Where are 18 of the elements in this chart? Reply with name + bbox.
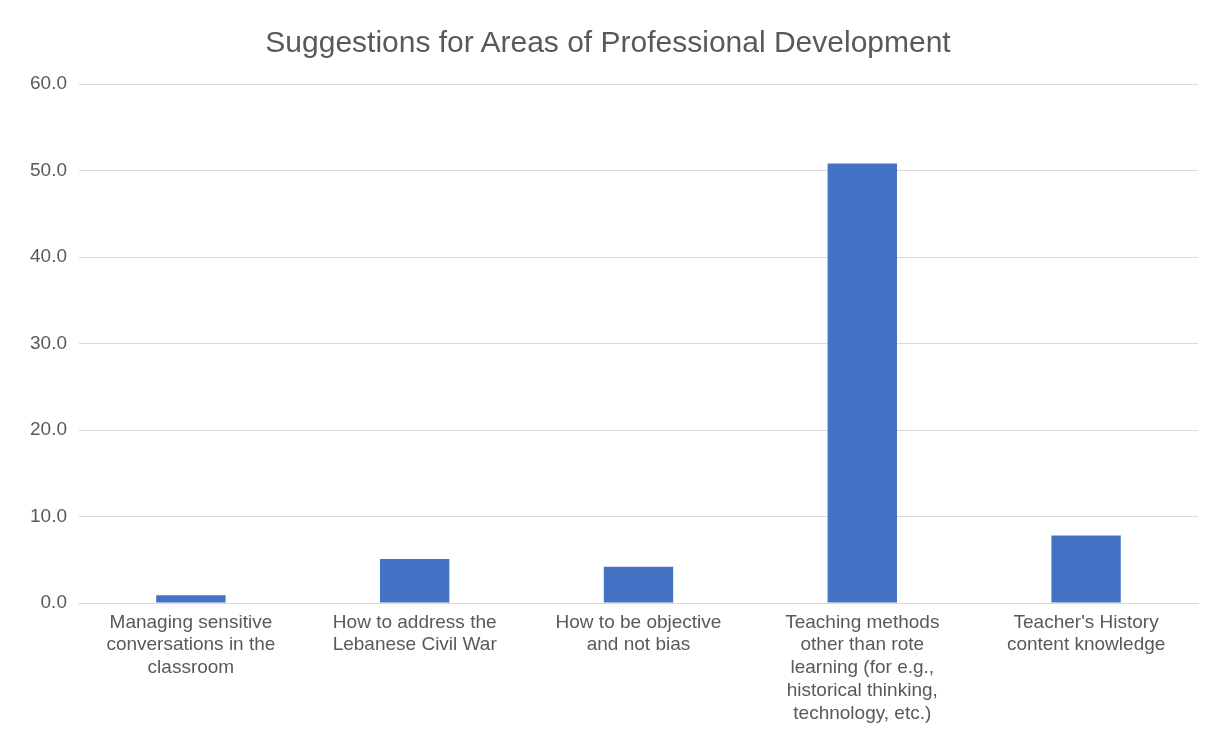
x-tick-label: Teaching methods other than rote learning (for e.g., historical thinking, technology, etc.) — [785, 610, 940, 723]
y-tick-label: 40.0 — [30, 245, 67, 267]
bar — [380, 558, 450, 603]
y-tick-label: 50.0 — [30, 158, 67, 180]
bar — [156, 595, 226, 603]
y-tick-label: 0.0 — [40, 591, 67, 613]
chart-title: Suggestions for Areas of Professional Development — [265, 25, 952, 59]
bar — [1051, 535, 1121, 603]
x-tick-label: How to address the Lebanese Civil War — [332, 610, 498, 655]
y-tick-label: 30.0 — [30, 331, 67, 353]
bar — [603, 566, 674, 603]
x-tick-label: How to be objective and not bias — [555, 610, 722, 655]
y-tick-label: 10.0 — [30, 504, 67, 526]
x-tick-label: Managing sensitive conversations in the classroom — [106, 610, 276, 678]
x-tick-label: Teacher's History content knowledge — [1006, 610, 1166, 655]
bar — [827, 163, 897, 603]
y-tick-label: 60.0 — [30, 72, 67, 94]
y-tick-label: 20.0 — [30, 418, 67, 440]
